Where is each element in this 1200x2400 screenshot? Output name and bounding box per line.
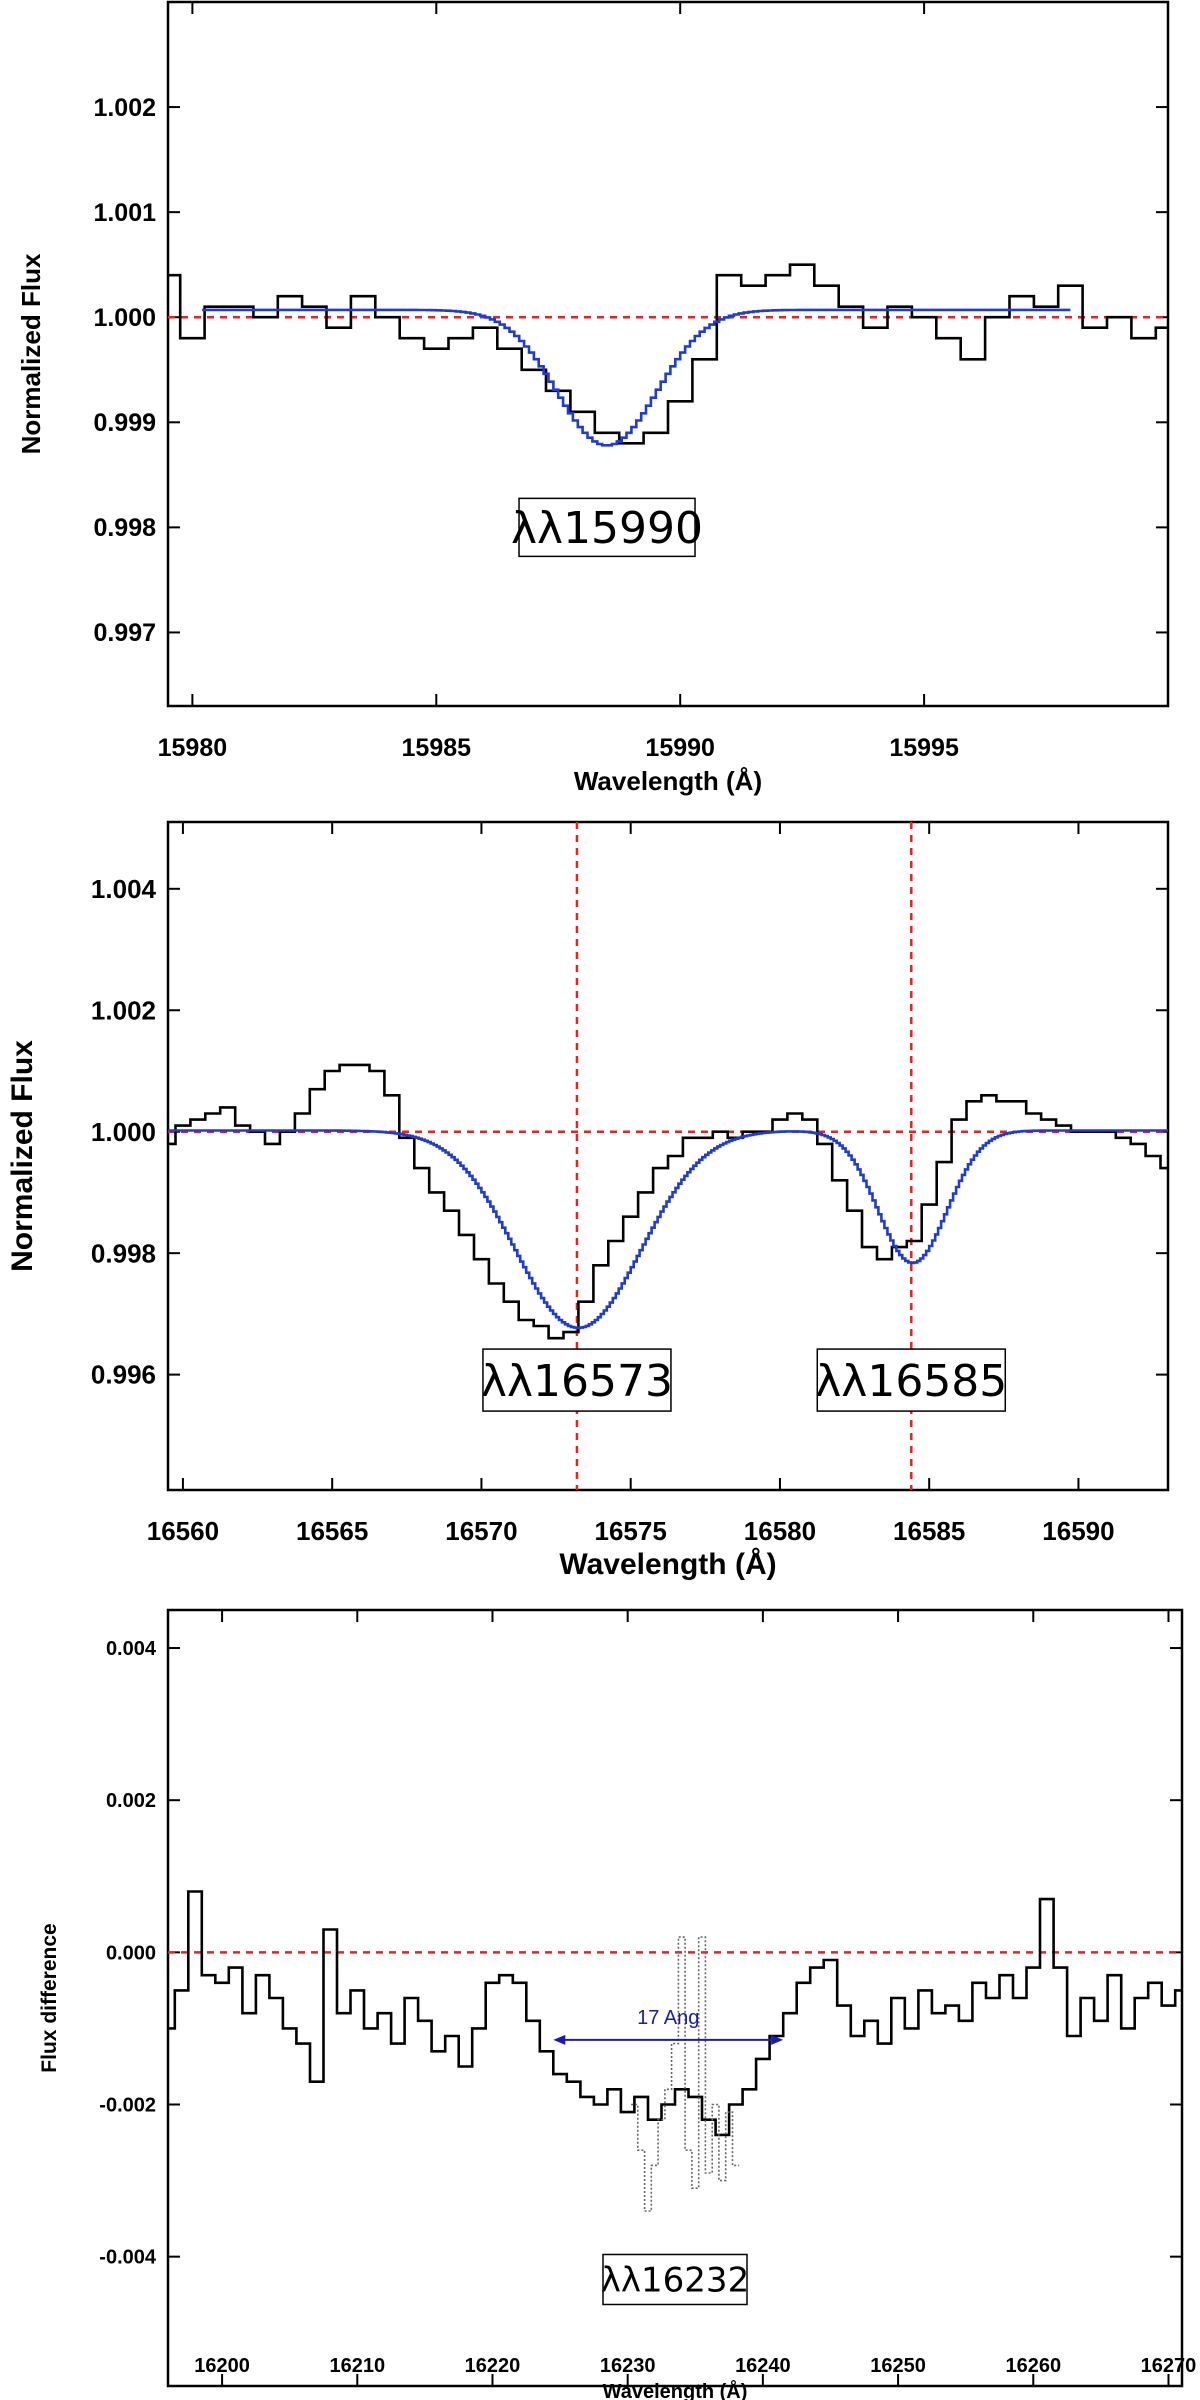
x-tick-label: 16220 xyxy=(465,2355,521,2377)
y-tick-label: 1.004 xyxy=(91,874,157,904)
span-arrow-label: 17 Ang xyxy=(637,2007,699,2029)
y-tick-label: 0.996 xyxy=(91,1360,156,1390)
x-axis-title: Wavelength (Å) xyxy=(574,766,762,796)
x-tick-label: 15985 xyxy=(402,734,472,762)
x-tick-label: 16575 xyxy=(595,1516,667,1546)
y-tick-label: -0.002 xyxy=(99,2095,156,2117)
chart-panel-1: 15980 15985 15990 15995 0.997 0.998 0.999 1.000… xyxy=(16,0,1170,796)
plot-frame xyxy=(166,0,1170,708)
span-arrow-head-left xyxy=(553,2034,566,2045)
x-tick-label: 16270 xyxy=(1141,2355,1197,2377)
chart-panel-2: 16560 16565 16570 16575 16580 16585 16590 0.996… xyxy=(6,820,1170,1581)
x-tick-label: 16240 xyxy=(735,2355,791,2377)
model-fit-line xyxy=(168,1129,1168,1330)
y-tick-label: 0.004 xyxy=(106,1638,157,1660)
x-axis-title: Wavelength (Å) xyxy=(603,2379,748,2400)
x-tick-label: 15990 xyxy=(645,734,715,762)
line-label-box xyxy=(518,497,696,558)
y-tick-label: 0.998 xyxy=(93,514,156,542)
x-tick-label: 16200 xyxy=(194,2355,250,2377)
plot-area xyxy=(168,263,1168,447)
chart-panel-3: 16200 16210 16220 16230 16240 16250 16260 16270… xyxy=(38,1608,1197,2400)
observed-spectrum-line xyxy=(168,263,1168,445)
observed-spectrum-line xyxy=(168,1063,1168,1340)
model-fit-line xyxy=(202,308,1071,447)
y-axis-title: Flux difference xyxy=(38,1923,61,2072)
x-tick-label: 16250 xyxy=(870,2355,926,2377)
y-axis-title: Normalized Flux xyxy=(6,1040,39,1272)
line-label-text: λλ16573 xyxy=(481,1356,673,1407)
masked-data-line xyxy=(631,1936,740,2212)
y-tick-label: 1.001 xyxy=(93,199,156,227)
line-label-text: λλ15990 xyxy=(511,503,703,554)
y-tick-label: 0.998 xyxy=(91,1238,156,1268)
x-tick-label: 16570 xyxy=(445,1516,517,1546)
y-tick-label: 1.000 xyxy=(93,304,156,332)
x-tick-label: 15995 xyxy=(889,734,959,762)
line-label-box xyxy=(816,1348,1007,1412)
line-label-box xyxy=(602,2253,748,2306)
x-tick-label: 16590 xyxy=(1042,1516,1114,1546)
y-tick-label: 0.997 xyxy=(93,619,156,647)
plot-frame xyxy=(166,1608,1184,2388)
plot-area xyxy=(168,1890,1182,2212)
y-tick-label: -0.004 xyxy=(99,2247,157,2269)
y-axis-title: Normalized Flux xyxy=(16,253,46,454)
line-label-text: λλ16232 xyxy=(601,2261,749,2301)
y-tick-label: 0.002 xyxy=(106,1790,156,1812)
plot-area xyxy=(168,822,1168,1490)
x-axis-title: Wavelength (Å) xyxy=(559,1548,776,1581)
y-tick-label: 0.999 xyxy=(93,409,156,437)
plot-frame xyxy=(166,820,1170,1492)
x-tick-label: 16230 xyxy=(600,2355,656,2377)
line-label-box xyxy=(482,1348,672,1412)
x-tick-label: 15980 xyxy=(158,734,228,762)
x-tick-label: 16210 xyxy=(329,2355,385,2377)
x-tick-label: 16580 xyxy=(744,1516,816,1546)
observed-spectrum-line xyxy=(168,1890,1182,2137)
x-tick-label: 16560 xyxy=(147,1516,219,1546)
x-tick-label: 16260 xyxy=(1005,2355,1061,2377)
y-tick-label: 1.002 xyxy=(91,995,156,1025)
x-tick-label: 16565 xyxy=(296,1516,368,1546)
line-label-text: λλ16585 xyxy=(815,1356,1007,1407)
y-tick-label: 1.002 xyxy=(93,94,156,122)
x-tick-label: 16585 xyxy=(893,1516,965,1546)
y-tick-label: 0.000 xyxy=(106,1942,156,1964)
y-tick-label: 1.000 xyxy=(91,1117,156,1147)
span-arrow-head-right xyxy=(771,2034,784,2045)
